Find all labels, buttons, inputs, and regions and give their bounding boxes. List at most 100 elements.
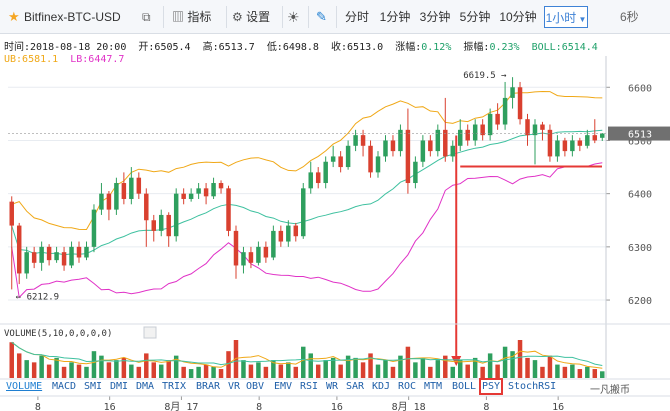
volume-bar	[181, 366, 186, 378]
volume-panel: VOLUME(5,10,0,0,0,0)	[0, 323, 670, 380]
current-price-tag	[608, 126, 670, 141]
volume-bar	[54, 357, 59, 378]
candle-body	[136, 177, 142, 194]
indicator-tab-dmi[interactable]: DMI	[110, 381, 129, 392]
boll-band-info: UB:6581.1 LB:6447.7	[4, 54, 124, 65]
y-tick-label: 6200	[628, 296, 652, 307]
low-value: 低:6498.8	[266, 42, 319, 53]
settings-button[interactable]: ⚙ 设置	[232, 6, 284, 28]
change-value: 0.12%	[421, 42, 452, 53]
grid	[8, 86, 606, 301]
candle-body	[211, 183, 216, 197]
indicator-tab-smi[interactable]: SMI	[84, 381, 103, 392]
volume-bar	[383, 360, 388, 378]
volume-bar	[84, 366, 89, 378]
volume-bar	[69, 362, 74, 378]
amplitude-label: 振幅:	[463, 42, 490, 53]
candle-body	[375, 156, 381, 173]
volume-bar	[91, 351, 97, 378]
interval-tab[interactable]: 10分钟	[499, 10, 537, 24]
x-tick-label: 8	[35, 402, 41, 411]
candle-body	[338, 156, 343, 168]
pencil-icon[interactable]: ✎	[316, 9, 327, 24]
candle-body	[398, 129, 403, 152]
candle-body	[585, 135, 590, 146]
candle-body	[457, 129, 463, 146]
volume-bar	[173, 355, 179, 378]
volume-bar	[61, 366, 67, 378]
candle-body	[502, 97, 508, 125]
volume-bar	[540, 366, 545, 378]
indicator-tab-vr[interactable]: VR	[228, 381, 241, 392]
boll-mid-line	[11, 129, 603, 256]
volume-bar	[472, 357, 478, 378]
interval-tab[interactable]: 1分钟	[379, 10, 411, 24]
indicator-tab-mtm[interactable]: MTM	[424, 381, 443, 392]
interval-tab[interactable]: 5分钟	[459, 10, 491, 24]
indicator-tab-emv[interactable]: EMV	[274, 381, 293, 392]
volume-bar	[570, 364, 575, 378]
candle-body	[547, 129, 553, 157]
ub-value: UB:6581.1	[4, 54, 59, 65]
indicator-tab-kdj[interactable]: KDJ	[372, 381, 391, 392]
candle-body	[84, 246, 89, 258]
volume-bar	[375, 364, 381, 378]
candle-body	[248, 252, 254, 263]
sun-icon[interactable]: ☀	[287, 9, 300, 25]
volume-bar	[46, 364, 52, 378]
chart-icon: ▥	[172, 10, 185, 24]
candle-body	[173, 193, 179, 237]
candle-body	[510, 87, 515, 98]
volume-bar	[480, 366, 485, 378]
y-axis: 6600 6500 6400 6300 6200	[605, 56, 652, 378]
candle-body	[286, 225, 291, 242]
indicator-tab-roc[interactable]: ROC	[398, 381, 417, 392]
volume-bar	[188, 369, 194, 378]
indicator-tab-volume[interactable]: VOLUME	[6, 381, 43, 392]
indicator-tab-macd[interactable]: MACD	[52, 381, 77, 392]
volume-bar	[286, 362, 291, 378]
volume-bar	[555, 364, 560, 378]
candle-body	[532, 124, 538, 136]
indicators-button[interactable]: ▥ 指标	[172, 6, 222, 28]
volume-bar	[368, 353, 373, 378]
volume-bar	[241, 360, 246, 378]
indicator-tab-trix[interactable]: TRIX	[162, 381, 187, 392]
x-tick-label: 16	[331, 402, 343, 411]
interval-dropdown[interactable]: 1小时 ▼	[544, 6, 588, 28]
volume-bar	[345, 355, 351, 378]
volume-bar	[517, 340, 523, 378]
candle-body	[188, 193, 194, 199]
candle-body	[600, 133, 605, 138]
lb-value: LB:6447.7	[70, 54, 125, 65]
annotations: 6619.5 → ← 6212.9 6513	[8, 71, 670, 366]
volume-bar	[211, 366, 216, 378]
star-icon[interactable]: ★	[8, 9, 20, 24]
volume-bar	[413, 362, 418, 378]
candle-body	[353, 135, 358, 146]
volume-bar	[577, 369, 583, 378]
y-tick-label: 6500	[628, 136, 652, 147]
candle-body	[278, 230, 284, 242]
volume-bar	[203, 364, 209, 378]
indicator-tab-obv[interactable]: OBV	[246, 381, 265, 392]
candle-body	[46, 246, 52, 261]
indicator-tab-psy[interactable]: PSY	[478, 378, 504, 395]
indicator-tab-brar[interactable]: BRAR	[196, 381, 221, 392]
volume-bar	[398, 355, 403, 378]
indicator-tab-rsi[interactable]: RSI	[300, 381, 319, 392]
indicator-tab-boll[interactable]: BOLL	[452, 381, 477, 392]
indicator-tab-wr[interactable]: WR	[326, 381, 339, 392]
popout-icon[interactable]: ⧉	[142, 10, 151, 24]
candle-body	[525, 119, 530, 136]
indicator-tab-sar[interactable]: SAR	[346, 381, 365, 392]
toolbar: ★ Bitfinex-BTC-USD ⧉ ▥ 指标 ⚙ 设置 ☀ ✎ 分时 1分…	[0, 0, 670, 34]
candles	[9, 77, 605, 290]
indicator-tab-dma[interactable]: DMA	[136, 381, 155, 392]
x-tick-label: 8	[483, 402, 489, 411]
interval-tab[interactable]: 分时	[344, 10, 369, 24]
interval-tab[interactable]: 3分钟	[419, 10, 451, 24]
volume-bar	[136, 366, 142, 378]
candle-body	[517, 87, 523, 120]
indicator-tab-stochrsi[interactable]: StochRSI	[508, 381, 557, 392]
